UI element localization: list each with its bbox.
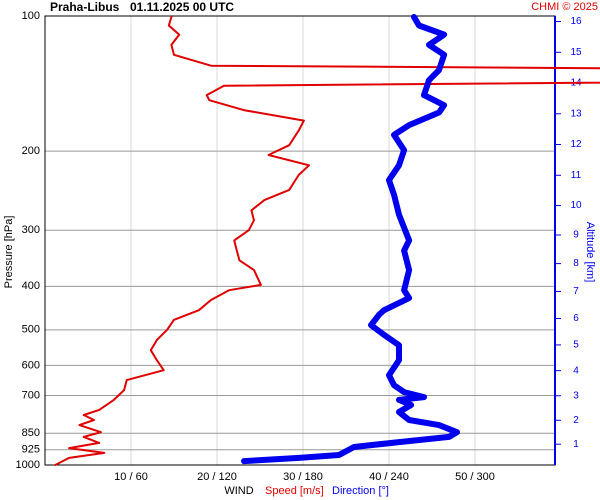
y-tick-label: 600	[22, 359, 40, 371]
y2-tick-label: 15	[570, 47, 582, 58]
y-tick-label: 100	[22, 10, 40, 22]
y2-tick-label: 8	[573, 258, 579, 269]
y2-tick-label: 6	[573, 313, 579, 324]
y2-tick-label: 2	[573, 415, 579, 426]
y2-tick-label: 12	[570, 139, 582, 150]
y-tick-label: 500	[22, 324, 40, 336]
y-axis-label: Pressure [hPa]	[3, 216, 15, 289]
y2-tick-label: 4	[573, 365, 579, 376]
chart-subtitle: 01.11.2025 00 UTC	[130, 0, 234, 14]
x-tick-label: 10 / 60	[114, 471, 148, 483]
y-tick-label: 200	[22, 145, 40, 157]
y-tick-label: 400	[22, 280, 40, 292]
y2-tick-label: 13	[570, 108, 582, 119]
y2-tick-label: 9	[573, 230, 579, 241]
x-tick-label: 30 / 180	[283, 471, 323, 483]
y2-axis-label: Altitude [km]	[584, 222, 596, 283]
y2-tick-label: 16	[570, 16, 582, 27]
data-line	[54, 16, 600, 466]
y2-tick-label: 7	[573, 286, 579, 297]
y-tick-label: 1000	[16, 459, 40, 471]
chart-title: Praha-Libus	[50, 0, 120, 14]
y2-tick-label: 3	[573, 390, 579, 401]
x-axis-label: WIND	[224, 485, 253, 497]
legend-entry: Speed [m/s]	[265, 485, 324, 497]
x-tick-label: 40 / 240	[369, 471, 409, 483]
y-tick-label: 700	[22, 389, 40, 401]
credit: CHMI © 2025	[531, 1, 598, 13]
x-tick-label: 50 / 300	[455, 471, 495, 483]
legend-entry: Direction [°]	[332, 485, 389, 497]
y2-tick-label: 10	[570, 200, 582, 211]
x-tick-label: 20 / 120	[197, 471, 237, 483]
y-tick-label: 925	[22, 444, 40, 456]
y2-tick-label: 5	[573, 340, 579, 351]
y-tick-label: 850	[22, 427, 40, 439]
data-line	[241, 14, 460, 465]
y-tick-label: 300	[22, 224, 40, 236]
y2-tick-label: 1	[573, 439, 579, 450]
y2-tick-label: 11	[571, 170, 582, 181]
